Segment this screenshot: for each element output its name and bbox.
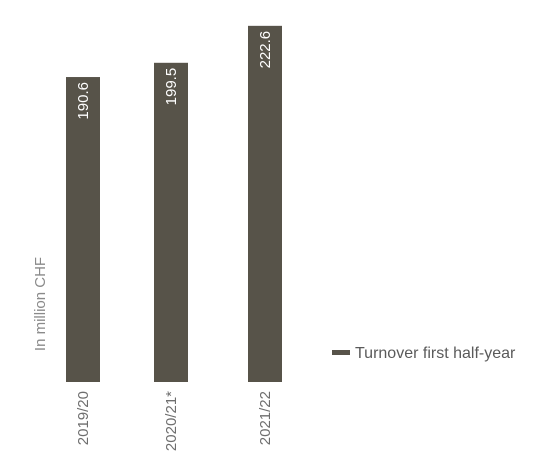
- legend-label: Turnover first half-year: [355, 345, 516, 362]
- bar-value-label-3: 222.6: [257, 31, 274, 69]
- bar-1: [66, 77, 100, 382]
- bars-layer: [66, 25, 282, 383]
- x-tick-labels: 2019/20 2020/21* 2021/22: [75, 391, 274, 451]
- x-tick-label-2: 2020/21*: [163, 391, 180, 451]
- legend-swatch: [332, 350, 350, 355]
- y-axis-label: In million CHF: [32, 257, 49, 351]
- bar-value-label-2: 199.5: [163, 68, 180, 106]
- bar-value-label-1: 190.6: [75, 82, 92, 120]
- legend: Turnover first half-year: [332, 345, 516, 362]
- x-tick-label-3: 2021/22: [257, 391, 274, 445]
- bar-2: [154, 62, 188, 383]
- x-tick-label-1: 2019/20: [75, 391, 92, 445]
- bar-3: [248, 25, 282, 383]
- value-labels-layer: 190.6 199.5 222.6: [75, 31, 274, 120]
